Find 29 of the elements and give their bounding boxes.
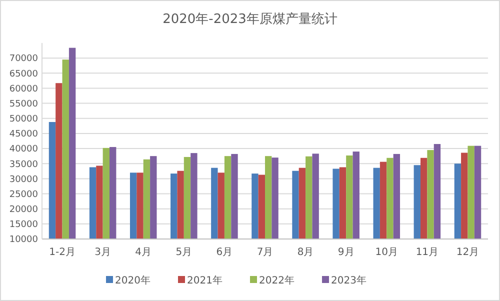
- legend-label: 2022年: [259, 274, 294, 286]
- legend-label: 2021年: [187, 274, 222, 286]
- y-tick-label: 30000: [9, 174, 38, 185]
- y-tick-label: 55000: [9, 99, 38, 110]
- y-tick-label: 15000: [9, 220, 38, 230]
- legend-label: 2023年: [331, 274, 366, 286]
- y-tick-label: 70000: [9, 54, 38, 64]
- chart-title: 2020年-2023年原煤产量统计: [162, 12, 338, 27]
- x-tick-label: 12月: [456, 247, 480, 258]
- legend-label: 2020年: [115, 274, 150, 286]
- x-tick-label: 8月: [297, 247, 314, 258]
- x-tick-label: 4月: [135, 247, 152, 258]
- x-tick-label: 11月: [416, 247, 439, 258]
- x-tick-label: 9月: [338, 247, 354, 258]
- y-tick-label: 60000: [9, 84, 38, 94]
- y-tick-label: 45000: [9, 130, 38, 140]
- x-tick-label: 7月: [256, 247, 274, 258]
- x-tick-label: 6月: [216, 247, 233, 258]
- x-tick-label: 5月: [176, 247, 192, 258]
- y-tick-label: 40000: [9, 144, 38, 155]
- y-tick-label: 35000: [9, 160, 38, 170]
- y-tick-label: 10000: [9, 235, 38, 246]
- y-tick-label: 50000: [9, 114, 38, 125]
- y-tick-label: 25000: [9, 190, 38, 200]
- y-tick-label: 20000: [9, 204, 38, 215]
- y-tick-label: 65000: [9, 69, 38, 80]
- x-tick-label: 3月: [94, 247, 112, 258]
- x-tick-label: 1-2月: [49, 247, 76, 258]
- x-tick-label: 10月: [375, 247, 398, 258]
